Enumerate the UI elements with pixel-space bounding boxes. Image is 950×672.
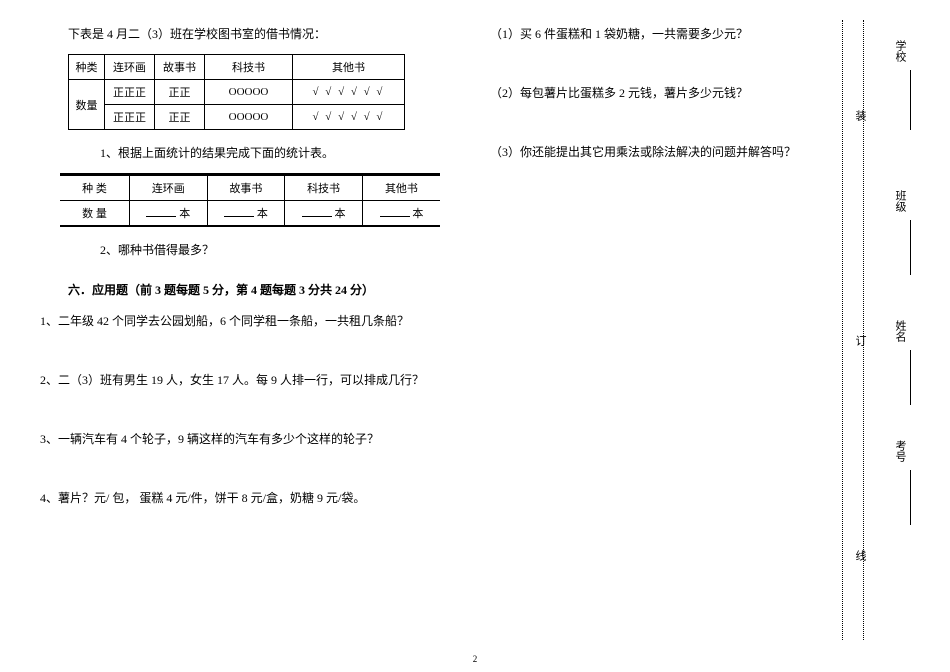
t1-h-comic: 连环画 [105,55,155,80]
binding-ding: 订 [852,335,868,346]
t1-r2c4: √ √ √ √ √ √ [293,105,405,130]
t2-h-story: 故事书 [207,176,285,201]
question-1: 1、根据上面统计的结果完成下面的统计表。 [60,144,440,163]
app-question-2: 2、二（3）班有男生 19 人，女生 17 人。每 9 人排一行，可以排成几行？ [40,371,440,390]
app-question-3: 3、一辆汽车有 4 个轮子，9 辆这样的汽车有多少个这样的轮子？ [40,430,440,449]
t1-h-tech: 科技书 [205,55,293,80]
outer-binding-labels: 学校 班级 姓名 考号 [892,20,932,640]
unit-3: 本 [334,208,345,220]
underline-examno [910,470,911,525]
table-summary: 种 类 连环画 故事书 科技书 其他书 数 量 本 本 本 本 [60,175,440,225]
label-examno: 考号 [892,440,908,462]
underline-name [910,350,911,405]
t1-h-story: 故事书 [155,55,205,80]
binding-margin: 装 订 线 学校 班级 姓名 考号 [842,20,932,640]
sub-q-3: （3）你还能提出其它用乘法或除法解决的问题并解答吗？ [490,143,810,162]
t2-rowlabel: 数 量 [60,201,130,226]
t2-fill-4: 本 [362,201,440,226]
t1-h-other: 其他书 [293,55,405,80]
label-name: 姓名 [892,320,908,342]
t1-r2c3: OOOOO [205,105,293,130]
t2-h-comic: 连环画 [130,176,208,201]
dotted-line-inner [842,20,843,640]
t1-r1c3: OOOOO [205,80,293,105]
underline-class [910,220,911,275]
t2-h-type: 种 类 [60,176,130,201]
unit-1: 本 [179,208,190,220]
t1-r2c1: 正正正 [105,105,155,130]
app-question-1: 1、二年级 42 个同学去公园划船，6 个同学租一条船，一共租几条船？ [40,312,440,331]
t2-fill-3: 本 [285,201,363,226]
label-class: 班级 [892,190,908,212]
inner-binding-labels: 装 订 线 [852,20,866,640]
unit-4: 本 [412,208,423,220]
t2-h-tech: 科技书 [285,176,363,201]
intro-text: 下表是 4 月二（3）班在学校图书室的借书情况： [60,25,440,44]
table-summary-wrap: 种 类 连环画 故事书 科技书 其他书 数 量 本 本 本 本 [60,173,440,227]
binding-xian: 线 [852,550,868,561]
question-2: 2、哪种书借得最多？ [60,241,440,260]
page-container: 下表是 4 月二（3）班在学校图书室的借书情况： 种类 连环画 故事书 科技书 … [0,0,950,672]
binding-zhuang: 装 [852,110,868,121]
t1-r2c2: 正正 [155,105,205,130]
t1-r1c4: √ √ √ √ √ √ [293,80,405,105]
sub-q-2: （2）每包薯片比蛋糕多 2 元钱，薯片多少元钱？ [490,84,810,103]
underline-school [910,70,911,130]
unit-2: 本 [257,208,268,220]
right-content: （1）买 6 件蛋糕和 1 袋奶糖，一共需要多少元？ （2）每包薯片比蛋糕多 2… [490,25,810,662]
t2-fill-1: 本 [130,201,208,226]
sub-q-1: （1）买 6 件蛋糕和 1 袋奶糖，一共需要多少元？ [490,25,810,44]
t1-rowlabel: 数量 [69,80,105,130]
left-column: 下表是 4 月二（3）班在学校图书室的借书情况： 种类 连环画 故事书 科技书 … [60,25,440,662]
t1-r1c1: 正正正 [105,80,155,105]
t1-r1c2: 正正 [155,80,205,105]
label-school: 学校 [892,40,908,62]
t1-h-type: 种类 [69,55,105,80]
t2-h-other: 其他书 [362,176,440,201]
app-question-4: 4、薯片？元/ 包， 蛋糕 4 元/件，饼干 8 元/盒，奶糖 9 元/袋。 [40,489,440,508]
table-borrow-stats: 种类 连环画 故事书 科技书 其他书 数量 正正正 正正 OOOOO √ √ √… [68,54,405,130]
t2-fill-2: 本 [207,201,285,226]
section-6-heading: 六．应用题（前 3 题每题 5 分，第 4 题每题 3 分共 24 分） [60,281,440,298]
page-number: 2 [473,654,478,664]
